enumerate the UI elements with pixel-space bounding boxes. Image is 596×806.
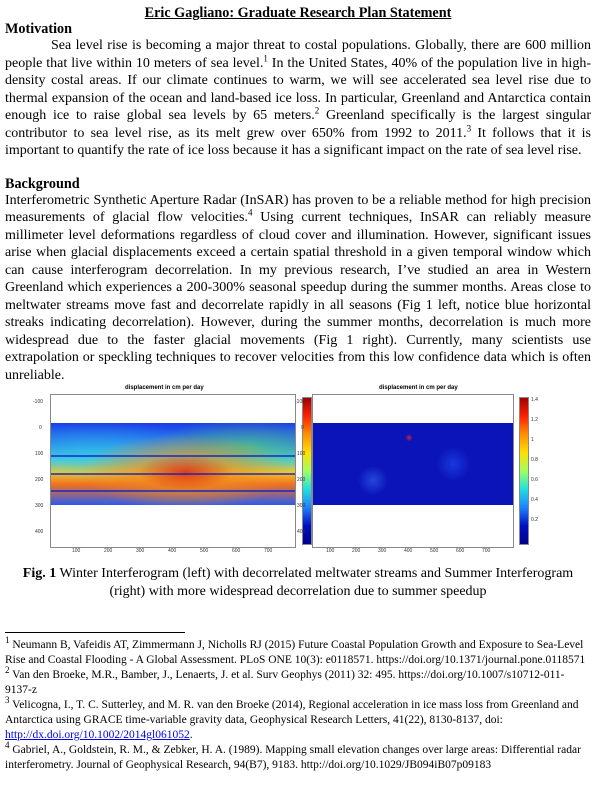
right-cbar-tick: 0.4 [531,497,538,503]
left-ytick: 400 [35,529,44,535]
right-cbar-tick: 0.8 [531,457,538,463]
document-title: Eric Gagliano: Graduate Research Plan St… [144,5,452,21]
footnote-3: 3 Velicogna, I., T. C. Sutterley, and M.… [5,695,579,741]
winter-interferogram-panel: displacement in cm per day -100 0 100 20… [27,385,327,563]
left-xtick: 100 [72,548,81,554]
footnotes: 1 Neumann B, Vafeidis AT, Zimmermann J, … [5,635,591,773]
motivation-paragraph: Sea level rise is becoming a major threa… [5,38,592,158]
figure-caption: Fig. 1 Winter Interferogram (left) with … [22,566,574,599]
right-ytick: 0 [301,425,304,431]
left-xtick: 300 [136,548,145,554]
left-ytick: 200 [35,477,44,483]
left-xtick: 700 [264,548,273,554]
footnote-ref-4[interactable]: 4 [247,207,253,218]
right-cbar-tick: 1 [531,437,534,443]
right-xtick: 300 [378,548,387,554]
left-ytick: -100 [33,399,44,405]
right-ytick: -100 [295,399,306,405]
left-xtick: 500 [200,548,209,554]
left-ytick: 0 [39,425,42,431]
doi-link[interactable]: http://dx.doi.org/10.1002/2014gl061052 [5,729,190,741]
right-xtick: 500 [430,548,439,554]
document-page: Eric Gagliano: Graduate Research Plan St… [5,0,592,771]
right-xtick: 100 [326,548,335,554]
footnote-separator [5,632,185,633]
figure-1: displacement in cm per day -100 0 100 20… [5,385,591,599]
left-xtick: 600 [232,548,241,554]
left-colorbar [302,397,312,545]
right-colorbar [519,397,529,545]
right-xtick: 200 [352,548,361,554]
left-xtick: 400 [168,548,177,554]
left-ytick: 300 [35,503,44,509]
summer-interferogram-image [312,394,514,548]
right-cbar-tick: 0.6 [531,477,538,483]
background-paragraph: Interferometric Synthetic Aperture Radar… [5,192,591,383]
footnote-2: 2 Van den Broeke, M.R., Bamber, J., Lena… [5,665,565,696]
footnote-ref-2[interactable]: 2 [314,105,320,116]
right-ytick: 200 [297,477,306,483]
summer-interferogram-panel: displacement in cm per day -100 0 100 20… [289,385,589,563]
right-ytick: 300 [297,503,306,509]
right-ytick: 400 [297,529,306,535]
right-xtick: 700 [482,548,491,554]
right-cbar-tick: 0.2 [531,517,538,523]
right-cbar-tick: 1.2 [531,417,538,423]
right-xtick: 600 [456,548,465,554]
winter-interferogram-image [50,394,296,548]
footnote-ref-3[interactable]: 3 [466,122,472,133]
left-ytick: 100 [35,451,44,457]
caption-label: Fig. 1 [22,566,57,581]
footnote-4: 4 Gabriel, A., Goldstein, R. M., & Zebke… [5,740,581,771]
footnote-1: 1 Neumann B, Vafeidis AT, Zimmermann J, … [5,635,586,666]
footnote-ref-1[interactable]: 1 [263,52,268,63]
right-xtick: 400 [404,548,413,554]
right-panel-title: displacement in cm per day [379,385,458,391]
motivation-heading: Motivation [5,21,72,37]
right-ytick: 100 [297,451,306,457]
right-cbar-tick: 1.4 [531,397,538,403]
left-panel-title: displacement in cm per day [125,385,204,391]
left-xtick: 200 [104,548,113,554]
background-heading: Background [5,175,80,192]
